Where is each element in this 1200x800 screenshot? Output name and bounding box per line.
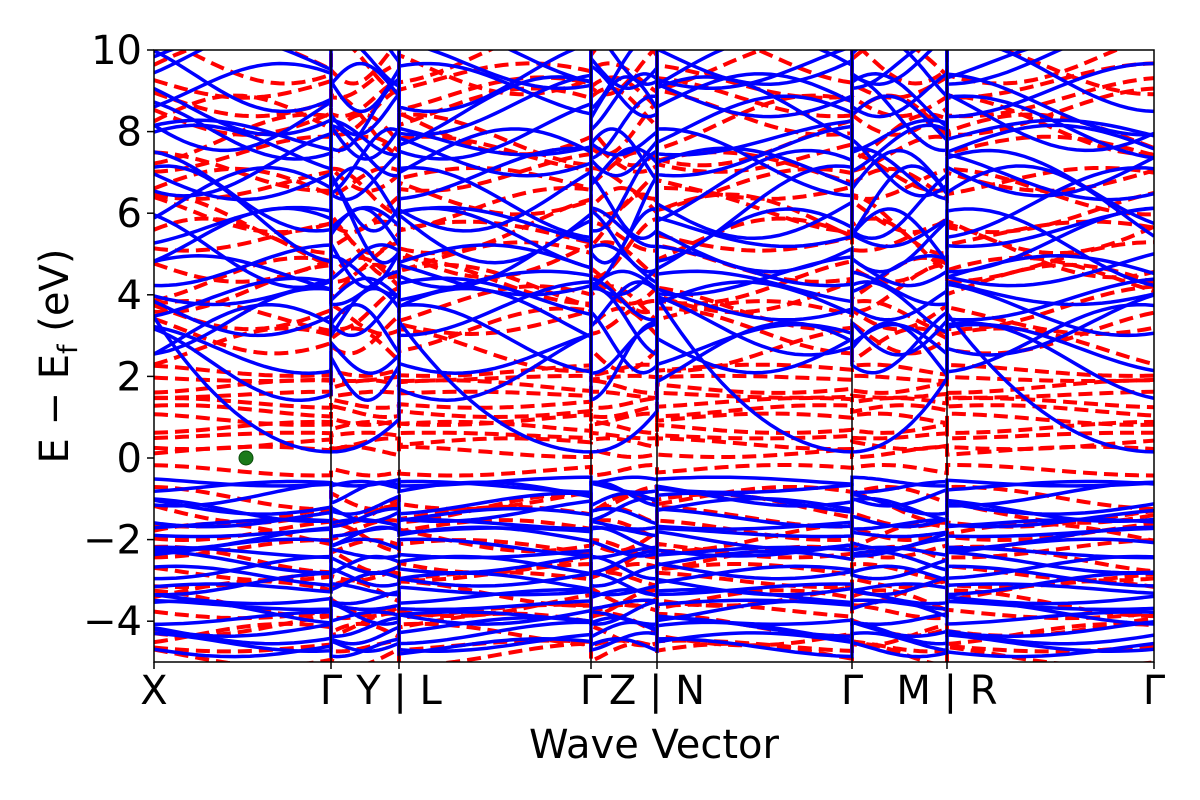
band-line-solid	[154, 480, 1154, 508]
band-line-solid	[154, 554, 1154, 581]
band-line-solid	[154, 74, 1154, 153]
y-axis-title-unit: (eV)	[32, 249, 78, 345]
band-line-dashed	[154, 561, 1154, 583]
y-tick-label: −2	[83, 518, 142, 564]
band-line-solid	[154, 637, 1154, 659]
band-lines	[154, 50, 1154, 662]
band-line-dashed	[154, 389, 1154, 400]
band-line-solid	[154, 205, 1154, 249]
band-line-dashed	[154, 306, 1154, 356]
band-line-solid	[154, 290, 1154, 454]
x-axis-title: Wave Vector	[529, 722, 780, 768]
plot-frame	[153, 49, 1155, 663]
band-line-solid	[154, 94, 1154, 161]
x-tick-label: Γ	[1143, 668, 1166, 714]
band-line-dashed	[154, 150, 1154, 193]
band-line-dashed	[154, 641, 1154, 662]
band-line-solid	[154, 269, 1154, 307]
band-line-dashed	[154, 544, 1154, 575]
band-line-solid	[154, 496, 1154, 524]
band-line-solid	[154, 526, 1154, 539]
band-line-dashed	[154, 579, 1154, 608]
band-line-solid	[154, 322, 1154, 376]
band-line-solid	[154, 127, 1154, 198]
band-line-dashed	[154, 430, 1154, 441]
band-line-dashed	[154, 463, 1154, 478]
x-tick-label: Z | N	[609, 668, 705, 714]
band-line-solid	[154, 506, 1154, 529]
y-tick-label: 4	[117, 273, 142, 319]
y-tick-label: 8	[117, 110, 142, 156]
band-line-solid	[154, 564, 1154, 588]
band-line-solid	[154, 588, 1154, 606]
band-line-solid	[154, 118, 1154, 157]
x-tick-label: Y | L	[355, 668, 442, 714]
band-line-dashed	[154, 419, 1154, 435]
y-tick-label: 6	[117, 191, 142, 237]
band-line-dashed	[154, 378, 1154, 395]
y-tick-label: 10	[91, 28, 142, 74]
band-line-solid	[154, 50, 1065, 87]
band-line-solid	[154, 50, 1154, 114]
band-line-solid	[154, 280, 1154, 338]
band-line-solid	[154, 620, 1154, 646]
band-line-dashed	[154, 75, 1154, 119]
band-line-dashed	[154, 185, 1154, 235]
band-line-solid	[154, 165, 1154, 241]
x-tick-label: Γ	[841, 668, 864, 714]
band-line-solid	[154, 599, 1154, 626]
band-line-solid	[154, 286, 1154, 357]
band-line-dashed	[154, 240, 1154, 284]
band-line-solid	[154, 615, 1154, 638]
band-line-dashed	[154, 362, 1154, 378]
band-line-dashed	[154, 219, 1154, 253]
y-axis-title-main: E − E	[32, 354, 78, 464]
band-line-solid	[154, 302, 1154, 375]
y-axis-title-subscript: f	[53, 343, 84, 354]
x-tick-label: Γ	[580, 668, 603, 714]
band-line-dashed	[154, 373, 1154, 383]
band-line-solid	[154, 50, 1154, 91]
band-line-solid	[154, 475, 1154, 488]
x-tick-label: Γ	[320, 668, 343, 714]
y-axis: −4 −2 0 2 4 6 8 10	[83, 28, 154, 645]
x-tick-label: X	[140, 668, 167, 714]
band-line-solid	[154, 61, 1154, 119]
y-tick-label: 2	[117, 354, 142, 400]
band-line-solid	[154, 545, 1154, 560]
band-line-dashed	[154, 411, 1154, 427]
band-line-dashed	[154, 403, 1154, 419]
band-line-dashed	[154, 538, 1154, 560]
band-line-solid	[154, 276, 1154, 322]
band-line-solid	[154, 148, 1154, 233]
band-line-solid	[154, 253, 1154, 297]
y-tick-label: 0	[117, 436, 142, 482]
y-tick-label: −4	[83, 599, 142, 645]
band-line-solid	[154, 582, 1154, 597]
fermi-marker	[238, 450, 254, 466]
high-symmetry-lines	[330, 50, 948, 662]
y-axis-title: E − Ef (eV)	[32, 249, 84, 464]
x-tick-label: M | R	[896, 668, 997, 714]
